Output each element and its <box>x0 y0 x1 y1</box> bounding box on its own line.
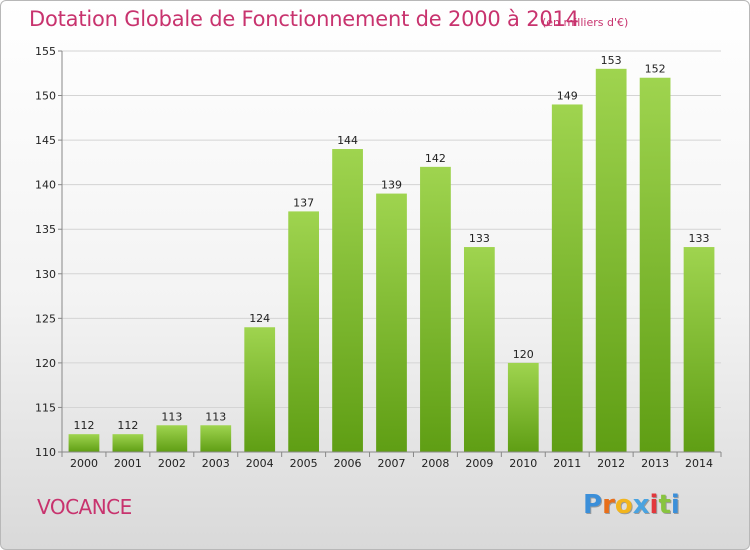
value-label-2001: 112 <box>117 419 138 432</box>
y-tick-label: 130 <box>35 268 56 281</box>
x-tick-label-2011: 2011 <box>553 457 581 470</box>
bar-2007 <box>376 193 407 453</box>
proxiti-logo: Proxiti <box>583 490 680 520</box>
logo-letter: i <box>670 490 680 520</box>
bar-2002 <box>156 425 188 452</box>
value-label-2014: 133 <box>689 232 710 245</box>
value-label-2011: 149 <box>557 89 578 102</box>
value-label-2004: 124 <box>249 312 270 325</box>
value-label-2013: 152 <box>645 63 666 76</box>
value-label-2009: 133 <box>469 232 490 245</box>
value-label-2007: 139 <box>381 179 402 192</box>
x-tick-label-2006: 2006 <box>334 457 362 470</box>
value-label-2010: 120 <box>513 348 534 361</box>
x-tick-label-2013: 2013 <box>641 457 669 470</box>
bar-2005 <box>288 211 320 452</box>
x-tick-label-2009: 2009 <box>465 457 493 470</box>
x-tick-label-2012: 2012 <box>597 457 625 470</box>
y-tick-label: 125 <box>35 312 56 325</box>
bar-2003 <box>200 425 232 452</box>
bar-2011 <box>551 104 583 452</box>
commune-name: VOCANCE <box>37 495 132 519</box>
value-label-2006: 144 <box>337 134 358 147</box>
bar-2001 <box>112 434 144 452</box>
bar-2012 <box>595 68 627 453</box>
x-tick-label-2004: 2004 <box>246 457 274 470</box>
y-tick-label: 150 <box>35 90 56 103</box>
bar-2006 <box>332 149 363 452</box>
value-label-2012: 153 <box>601 54 622 67</box>
x-tick-label-2003: 2003 <box>202 457 230 470</box>
value-label-2008: 142 <box>425 152 446 165</box>
bar-2000 <box>68 434 100 452</box>
logo-letter: t <box>658 490 671 520</box>
logo-letter: i <box>649 490 659 520</box>
chart-title: Dotation Globale de Fonctionnement de 20… <box>29 7 579 31</box>
bar-2014 <box>683 247 715 452</box>
x-tick-label-2007: 2007 <box>378 457 406 470</box>
x-tick-label-2002: 2002 <box>158 457 186 470</box>
bar-2010 <box>507 362 539 452</box>
y-tick-label: 135 <box>35 223 56 236</box>
y-tick-label: 155 <box>35 45 56 58</box>
logo-letter: r <box>602 490 615 520</box>
unit-note: (en milliers d'€) <box>542 16 629 29</box>
logo-letter: P <box>583 490 603 520</box>
y-tick-label: 140 <box>35 179 56 192</box>
y-tick-label: 115 <box>35 401 56 414</box>
bar-2004 <box>244 327 276 452</box>
y-tick-label: 120 <box>35 357 56 370</box>
x-tick-label-2008: 2008 <box>421 457 449 470</box>
logo-letter: o <box>614 490 633 520</box>
value-label-2005: 137 <box>293 196 314 209</box>
y-tick-label: 145 <box>35 134 56 147</box>
bar-2009 <box>463 247 495 452</box>
x-tick-label-2000: 2000 <box>70 457 98 470</box>
logo-letter: x <box>632 490 650 520</box>
y-tick-label: 110 <box>35 446 56 459</box>
bar-2008 <box>420 166 451 452</box>
x-tick-label-2005: 2005 <box>290 457 318 470</box>
value-label-2003: 113 <box>205 410 226 423</box>
x-tick-label-2010: 2010 <box>509 457 537 470</box>
value-label-2000: 112 <box>73 419 94 432</box>
x-tick-label-2001: 2001 <box>114 457 142 470</box>
x-tick-label-2014: 2014 <box>685 457 713 470</box>
bar-2013 <box>639 77 671 452</box>
value-label-2002: 113 <box>161 410 182 423</box>
